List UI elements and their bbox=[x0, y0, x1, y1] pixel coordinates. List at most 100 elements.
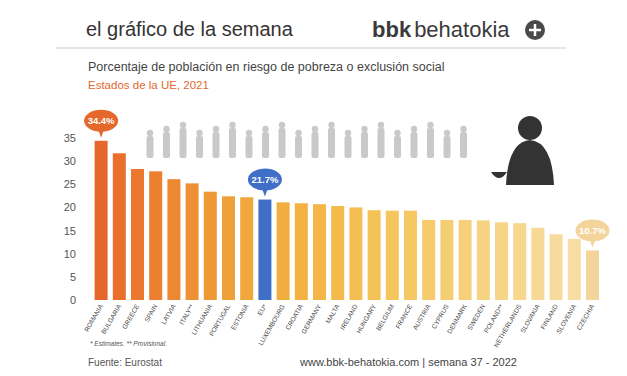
category-label: IRELAND bbox=[339, 303, 359, 331]
y-tick-label: 30 bbox=[64, 155, 76, 167]
silhouette-body bbox=[279, 128, 286, 158]
silhouette-body bbox=[460, 132, 467, 158]
category-label: LUXEMBOURG bbox=[257, 303, 286, 347]
chart-title: Porcentaje de población en riesgo de pob… bbox=[88, 60, 444, 74]
category-label: NETHERLANDS bbox=[492, 302, 523, 348]
silhouette-body bbox=[262, 132, 269, 158]
chart: el gráfico de la semana bbkbehatokia Porce… bbox=[0, 0, 627, 376]
silhouette-head bbox=[427, 122, 433, 128]
silhouette-body bbox=[229, 128, 236, 158]
category-label: EU* bbox=[256, 303, 268, 317]
bar bbox=[404, 211, 417, 300]
silhouettes bbox=[147, 122, 468, 158]
silhouette-head bbox=[312, 126, 318, 132]
y-tick-label: 0 bbox=[70, 294, 76, 306]
silhouette-body bbox=[378, 128, 385, 158]
bar bbox=[568, 239, 581, 300]
bar bbox=[368, 210, 381, 300]
brand-name: behatokia bbox=[414, 17, 510, 42]
silhouette-head bbox=[361, 126, 367, 132]
bar bbox=[258, 200, 271, 300]
silhouette-body bbox=[328, 128, 335, 158]
category-label: FINLAND bbox=[539, 303, 559, 331]
silhouette-head bbox=[328, 122, 334, 128]
silhouette-body bbox=[246, 136, 253, 158]
category-label: HUNGARY bbox=[355, 302, 378, 334]
silhouette-body bbox=[345, 136, 352, 158]
category-label: ESTONIA bbox=[229, 302, 250, 331]
category-label: SLOVAKIA bbox=[519, 302, 541, 334]
bar bbox=[440, 220, 453, 300]
category-label: BELGIUM bbox=[374, 303, 395, 332]
callout-bubble bbox=[84, 110, 118, 132]
bar bbox=[586, 250, 599, 300]
y-tick-label: 25 bbox=[64, 178, 76, 190]
silhouette-head bbox=[229, 122, 235, 128]
category-label: CYPRUS bbox=[430, 302, 450, 330]
header-rule bbox=[56, 48, 566, 49]
y-tick-label: 10 bbox=[64, 248, 76, 260]
silhouette-head bbox=[213, 126, 219, 132]
icon-head bbox=[518, 116, 542, 140]
y-tick-label: 20 bbox=[64, 201, 76, 213]
bar bbox=[313, 204, 326, 300]
bar bbox=[513, 223, 526, 300]
category-label: MALTA bbox=[324, 302, 341, 324]
brand-bold: bbk bbox=[372, 17, 412, 42]
callout-bubble bbox=[248, 169, 282, 191]
silhouette-body bbox=[147, 136, 154, 158]
brand: bbkbehatokia bbox=[372, 17, 510, 42]
silhouette-body bbox=[444, 136, 451, 158]
category-label: GREECE bbox=[121, 302, 141, 330]
silhouette-body bbox=[361, 132, 368, 158]
y-tick-label: 35 bbox=[64, 132, 76, 144]
bar bbox=[295, 203, 308, 300]
silhouette-body bbox=[180, 128, 187, 158]
silhouette-head bbox=[411, 126, 417, 132]
category-label: PORTUGAL bbox=[207, 303, 231, 338]
source: Fuente: Eurostat bbox=[88, 357, 162, 368]
callout bbox=[576, 219, 610, 247]
data-label: 34.4% bbox=[88, 115, 115, 126]
header-title: el gráfico de la semana bbox=[86, 18, 294, 40]
category-label: SPAIN bbox=[143, 303, 159, 323]
silhouette-body bbox=[394, 136, 401, 158]
silhouette-head bbox=[196, 130, 202, 136]
bar bbox=[113, 153, 126, 300]
bar bbox=[386, 211, 399, 300]
silhouette-head bbox=[163, 126, 169, 132]
bar bbox=[331, 206, 344, 300]
category-label: GERMANY bbox=[300, 302, 323, 335]
bar bbox=[495, 222, 508, 300]
silhouette-head bbox=[180, 122, 186, 128]
category-label: DENMARK bbox=[446, 302, 469, 334]
silhouette-body bbox=[163, 132, 170, 158]
icon-bowl bbox=[491, 172, 507, 178]
category-label: SLOVENIA bbox=[555, 302, 578, 334]
bar bbox=[349, 207, 362, 300]
bar bbox=[422, 220, 435, 300]
silhouette-body bbox=[427, 128, 434, 158]
category-label: LATVIA bbox=[160, 302, 177, 325]
category-label: CROATIA bbox=[284, 302, 305, 331]
callout bbox=[248, 169, 282, 197]
silhouette-head bbox=[345, 130, 351, 136]
site: www.bbk-behatokia.com | semana 37 - 2022 bbox=[299, 356, 517, 368]
silhouette-head bbox=[444, 130, 450, 136]
category-label: SWEDEN bbox=[466, 303, 486, 331]
footnote: * Estimates. ** Provisional. bbox=[90, 340, 167, 347]
callout-bubble bbox=[576, 219, 610, 241]
bar bbox=[149, 171, 162, 300]
silhouette-head bbox=[147, 130, 153, 136]
category-label: CZECHIA bbox=[575, 302, 596, 331]
bar bbox=[531, 228, 544, 300]
silhouette-body bbox=[312, 132, 319, 158]
bar bbox=[277, 202, 290, 300]
data-label: 10.7% bbox=[579, 225, 606, 236]
silhouette-body bbox=[213, 132, 220, 158]
silhouette-body bbox=[411, 132, 418, 158]
silhouette-head bbox=[378, 122, 384, 128]
silhouette-head bbox=[394, 130, 400, 136]
icon-body bbox=[506, 140, 554, 185]
silhouette-head bbox=[262, 126, 268, 132]
